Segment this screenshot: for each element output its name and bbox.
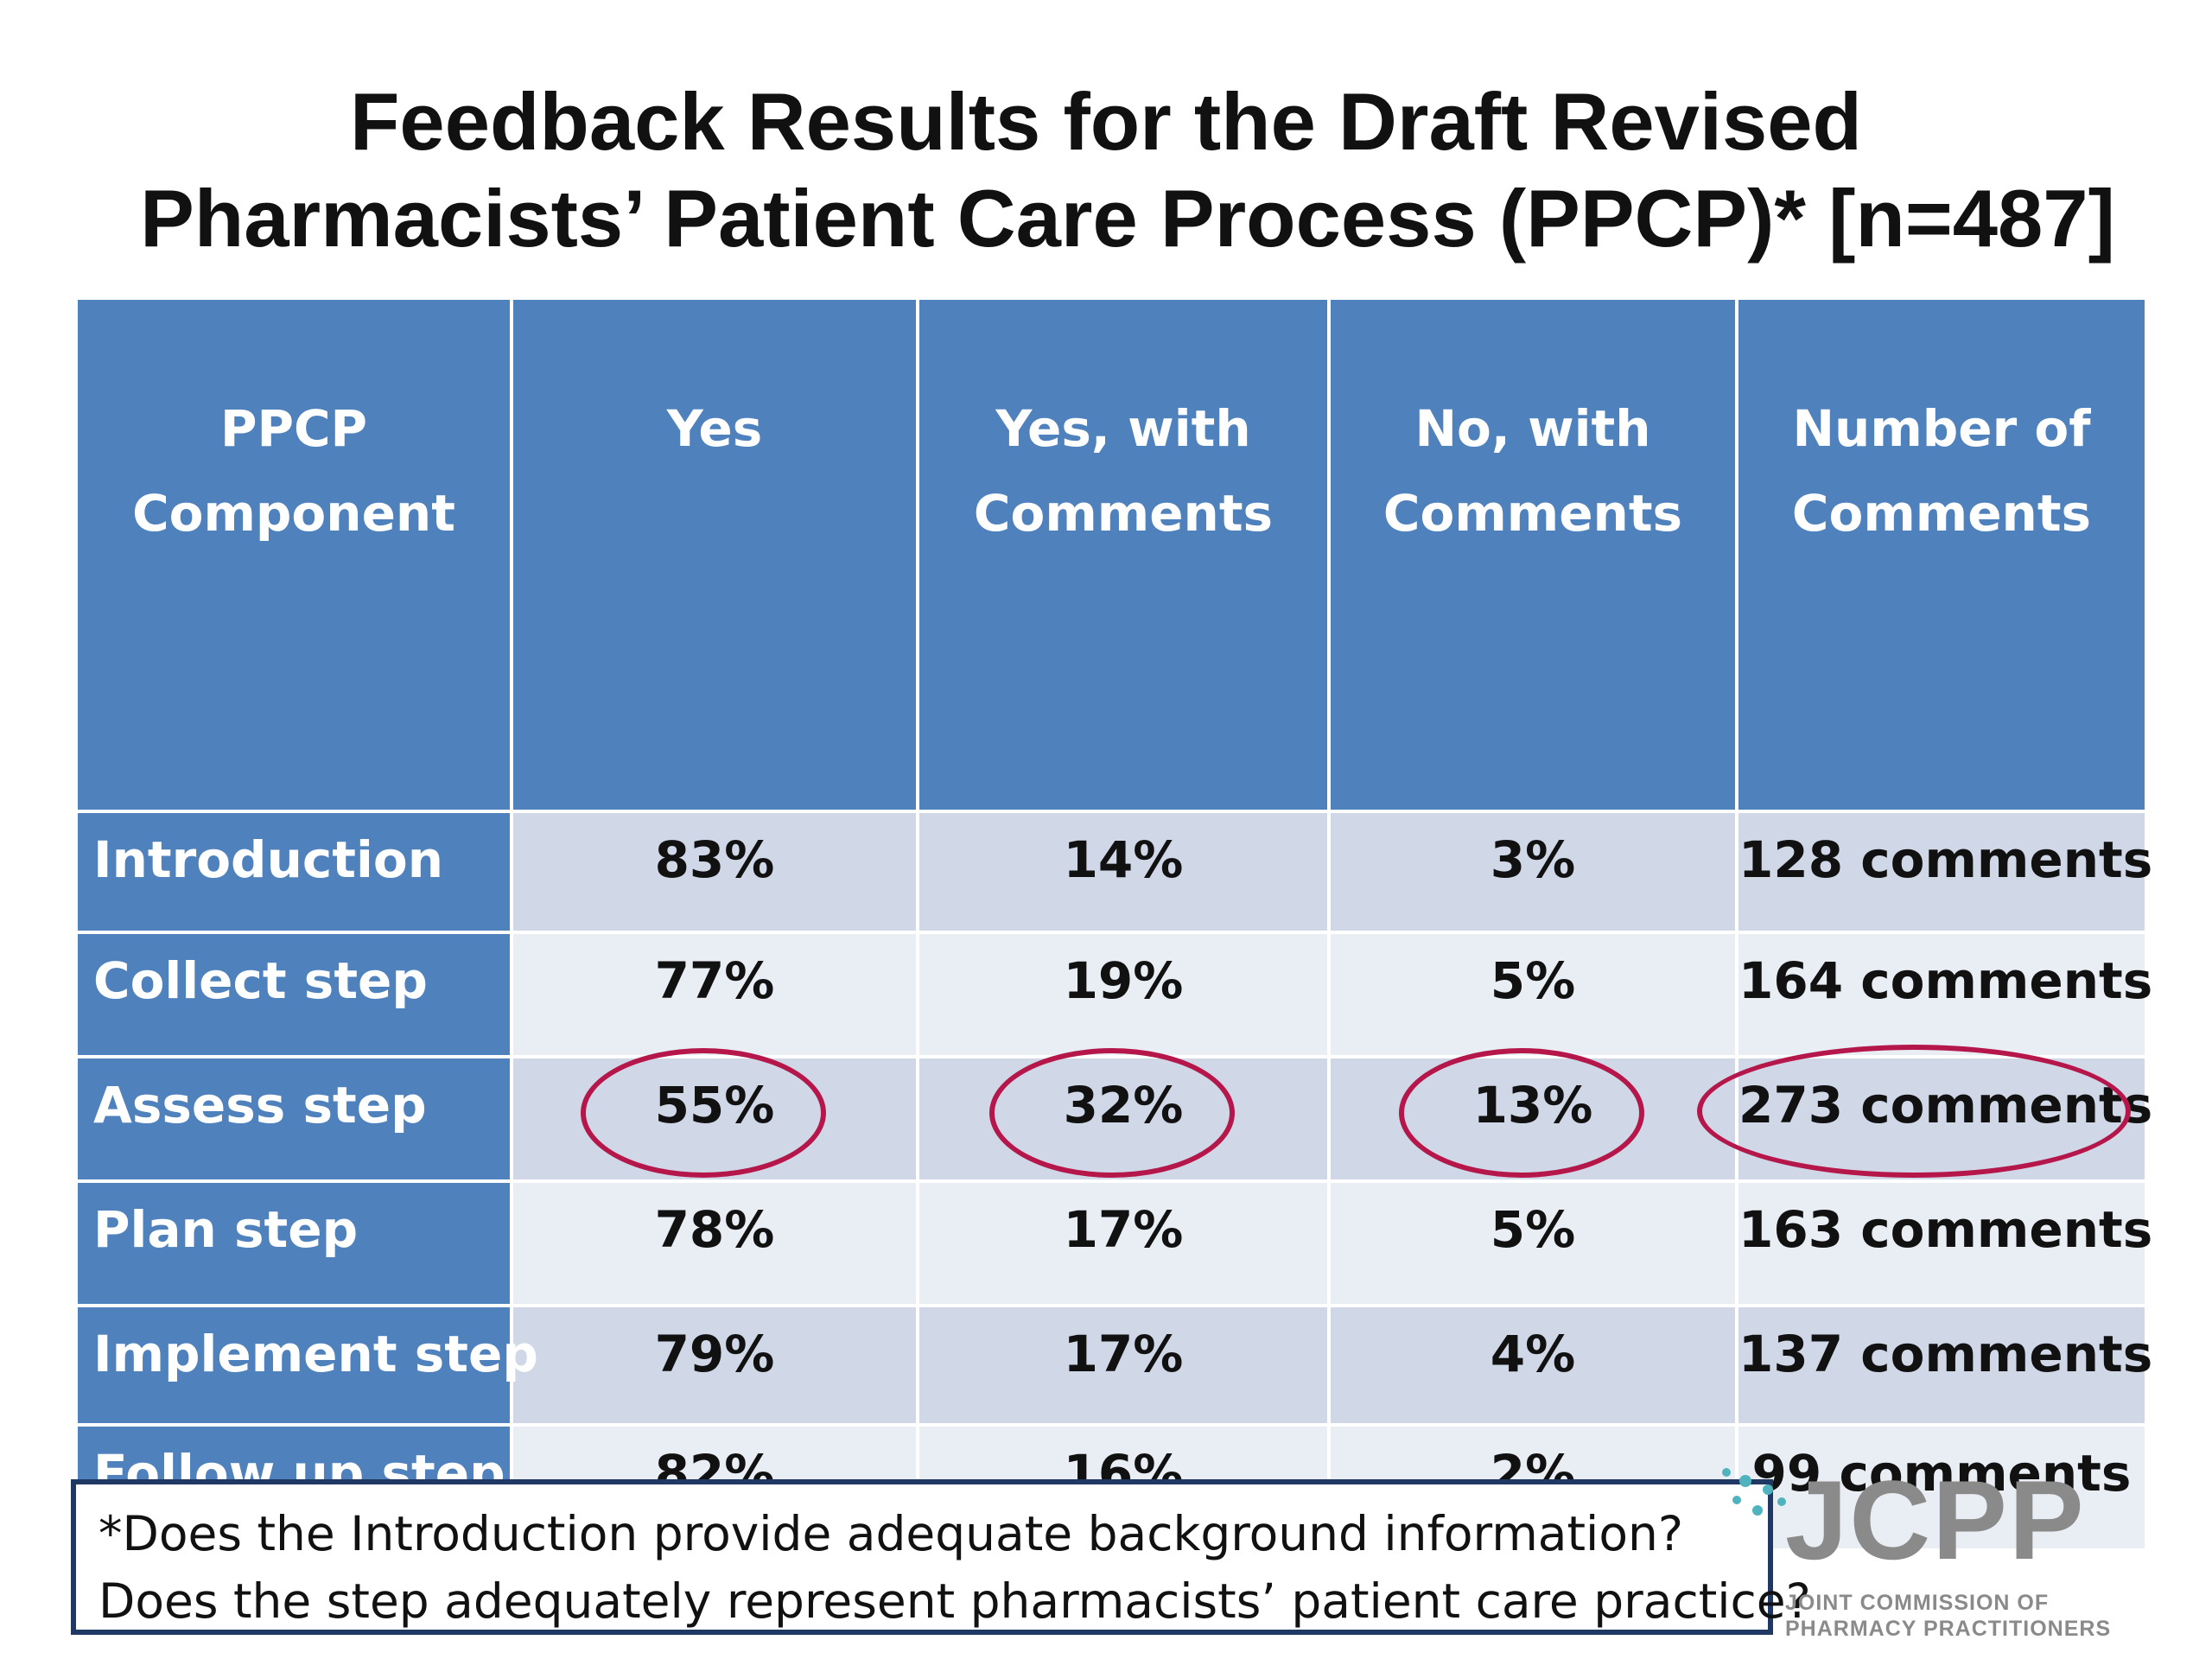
cell-no-with-comments: 4%: [1327, 1304, 1738, 1427]
footnote-line-2: Does the step adequately represent pharm…: [99, 1573, 1811, 1629]
table-header-row: PPCP Component Yes Yes, with Comments No…: [74, 296, 2148, 813]
cell-no-with-comments: 5%: [1327, 931, 1738, 1058]
row-component: Implement step: [74, 1304, 538, 1427]
results-table: PPCP Component Yes Yes, with Comments No…: [74, 296, 2152, 1552]
footnote-box: *Does the Introduction provide adequate …: [71, 1479, 1811, 1635]
table-row: Collect step 77% 19% 5% 164 comments: [74, 931, 2152, 1058]
cell-yes: 83%: [510, 810, 919, 934]
circled-value: 55%: [580, 1048, 826, 1178]
cell-yes: 55%: [510, 1048, 919, 1183]
title-line-2: Pharmacists’ Patient Care Process (PPCP)…: [140, 173, 2115, 264]
cell-yes: 79%: [510, 1304, 919, 1427]
cell-no-with-comments: 5%: [1327, 1179, 1738, 1307]
cell-number-of-comments: 273 comments: [1697, 1045, 2152, 1183]
logo-subtitle: JOINT COMMISSION OF PHARMACY PRACTITIONE…: [1785, 1591, 2112, 1641]
row-component: Plan step: [74, 1179, 513, 1307]
header-no-with-comments: No, with Comments: [1327, 296, 1738, 813]
slide-title: Feedback Results for the Draft Revised P…: [0, 73, 2212, 267]
header-yes-with-comments: Yes, with Comments: [916, 296, 1331, 813]
logo-dots-icon: [1722, 1468, 1786, 1516]
cell-yes-with-comments: 32%: [916, 1048, 1331, 1183]
cell-number-of-comments: 137 comments: [1735, 1304, 2152, 1427]
cell-yes: 78%: [510, 1179, 919, 1307]
circled-value: 13%: [1398, 1048, 1644, 1178]
cell-number-of-comments: 164 comments: [1735, 931, 2152, 1058]
table-row: Implement step 79% 17% 4% 137 comments: [74, 1304, 2152, 1427]
title-line-1: Feedback Results for the Draft Revised: [350, 76, 1862, 167]
cell-number-of-comments: 163 comments: [1735, 1179, 2152, 1307]
table-row-highlighted: Assess step 55% 32% 13%: [74, 1045, 2152, 1183]
cell-no-with-comments: 13%: [1327, 1048, 1738, 1183]
circled-value: 32%: [988, 1048, 1235, 1178]
logo-wordmark: JCPP: [1785, 1457, 2086, 1583]
header-number-of-comments: Number of Comments: [1735, 296, 2148, 813]
cell-yes-with-comments: 19%: [916, 931, 1331, 1058]
jcpp-logo: JCPP JOINT COMMISSION OF PHARMACY PRACTI…: [1719, 1457, 2152, 1642]
footnote-line-1: *Does the Introduction provide adequate …: [99, 1506, 1684, 1561]
cell-yes-with-comments: 17%: [916, 1179, 1331, 1307]
row-component: Collect step: [74, 931, 513, 1058]
table-row: Introduction 83% 14% 3% 128 comments: [74, 810, 2152, 934]
table-row: Plan step 78% 17% 5% 163 comments: [74, 1179, 2152, 1307]
circled-value: 273 comments: [1697, 1045, 2152, 1178]
row-component: Assess step: [74, 1055, 513, 1183]
header-yes: Yes: [510, 296, 919, 813]
cell-yes-with-comments: 14%: [916, 810, 1331, 934]
cell-number-of-comments: 99 comments: [1735, 1423, 2148, 1552]
cell-yes: 77%: [510, 931, 919, 1058]
cell-no-with-comments: 3%: [1327, 810, 1738, 934]
cell-yes-with-comments: 17%: [916, 1304, 1331, 1427]
cell-number-of-comments: 128 comments: [1735, 810, 2152, 934]
header-ppcp-component: PPCP Component: [74, 296, 513, 813]
row-component: Introduction: [74, 810, 513, 934]
